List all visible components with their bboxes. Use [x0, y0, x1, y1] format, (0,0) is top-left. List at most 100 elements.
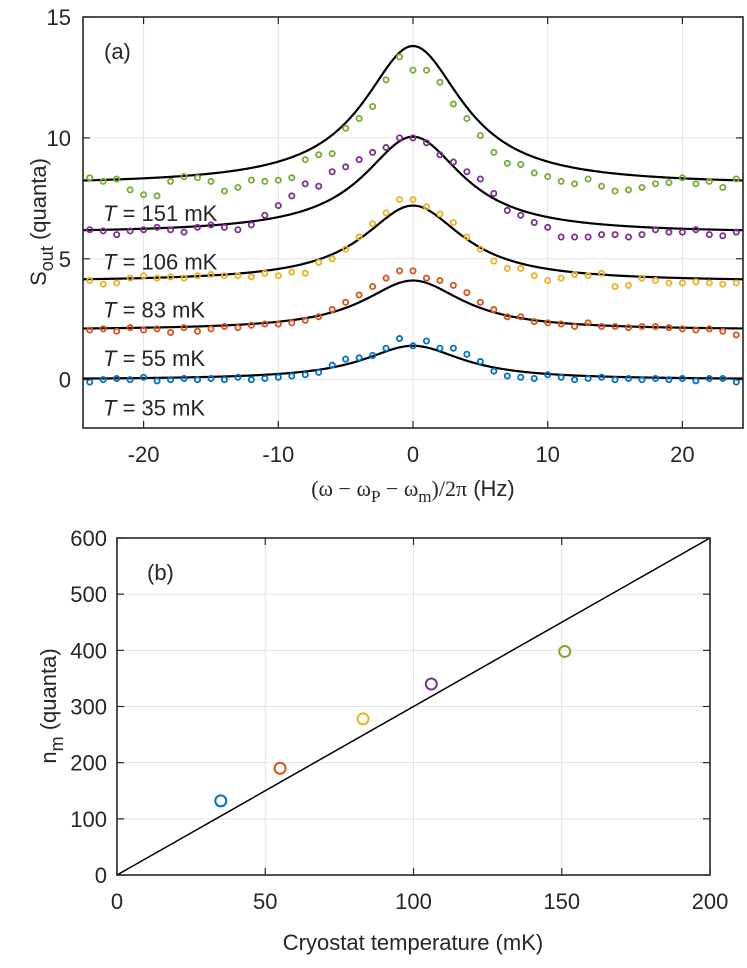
data-point [288, 192, 296, 200]
data-point [476, 245, 484, 253]
data-point [638, 231, 646, 239]
data-point [530, 169, 538, 177]
data-point [436, 78, 444, 86]
panel-a-xlabel-prefix: (ω − ω [311, 476, 371, 501]
data-point [490, 189, 498, 197]
data-point [382, 209, 390, 217]
data-point [409, 342, 417, 350]
data-point [234, 324, 242, 332]
data-point [692, 278, 700, 286]
data-point [436, 344, 444, 352]
data-point [140, 326, 148, 334]
data-point [463, 289, 471, 297]
data-point [355, 115, 363, 123]
data-point [692, 377, 700, 385]
panel-a-ytick-label: 5 [59, 247, 71, 272]
data-point [247, 273, 255, 281]
data-point [153, 274, 161, 282]
data-point [422, 66, 430, 74]
data-point [140, 191, 148, 199]
data-point [598, 322, 606, 330]
data-point [315, 258, 323, 266]
data-point [651, 322, 659, 330]
data-point [719, 232, 727, 240]
data-point [490, 306, 498, 314]
series-label-T: T [103, 201, 118, 226]
fit-curve-2 [82, 204, 744, 281]
data-point [274, 272, 282, 280]
data-point [557, 274, 565, 282]
data-point [113, 327, 121, 335]
data-point [409, 196, 417, 204]
data-point [732, 228, 740, 236]
data-point [396, 134, 404, 142]
data-point [638, 322, 646, 330]
data-point [732, 331, 740, 339]
data-point [274, 176, 282, 184]
data-point [409, 267, 417, 275]
panel-b-ylabel: nm (quanta) [36, 648, 67, 763]
data-point [126, 227, 134, 235]
data-point [651, 180, 659, 188]
panel-b-xtick-label: 50 [253, 889, 277, 914]
panel-b-xlabel: Cryostat temperature (mK) [283, 930, 543, 955]
panel-a-ylabel-main: S [26, 271, 51, 286]
data-point [99, 376, 107, 384]
data-point [571, 180, 579, 188]
data-point [530, 272, 538, 280]
data-point [247, 176, 255, 184]
series-label-value: = 35 mK [116, 396, 205, 421]
panel-a-ylabel: Sout (quanta) [26, 158, 57, 286]
data-point [126, 376, 134, 384]
data-point [396, 335, 404, 343]
panel-b-ylabel-main: n [36, 751, 61, 763]
data-point [517, 313, 525, 321]
data-point [342, 163, 350, 171]
fit-curve-4 [82, 44, 744, 182]
data-point [274, 320, 282, 328]
data-point [113, 231, 121, 239]
data-point [180, 374, 188, 382]
data-point [678, 174, 686, 182]
data-point [220, 187, 228, 195]
data-point [288, 174, 296, 182]
series-label-value: = 55 mK [116, 346, 205, 371]
data-point [167, 177, 175, 185]
series-label-3: T = 106 mK [103, 249, 218, 274]
panel-a-series-labels: T = 35 mKT = 55 mKT = 83 mKT = 106 mKT =… [103, 201, 218, 421]
data-point [584, 175, 592, 183]
data-point [503, 372, 511, 380]
data-point [396, 53, 404, 61]
data-point [544, 173, 552, 181]
data-point [598, 373, 606, 381]
data-point [678, 374, 686, 382]
panel-a-xtick-label: -10 [262, 442, 294, 467]
data-point [665, 376, 673, 384]
data-point [503, 206, 511, 214]
data-point [719, 183, 727, 191]
data-point [220, 272, 228, 280]
data-point [638, 183, 646, 191]
data-point [651, 277, 659, 285]
data-point [463, 350, 471, 358]
panel-b-ytick-label: 200 [70, 751, 107, 776]
data-point [396, 196, 404, 204]
data-point [234, 226, 242, 234]
data-point [611, 376, 619, 384]
data-point [342, 298, 350, 306]
panel-b-ytick-label: 300 [70, 695, 107, 720]
data-point [625, 374, 633, 382]
data-point [193, 376, 201, 384]
panel-b-ylabel-sub: m [47, 736, 67, 751]
fit-curve-3 [82, 135, 744, 232]
data-point [86, 277, 94, 285]
data-point [692, 180, 700, 188]
data-point [355, 156, 363, 164]
temperature-point [214, 794, 228, 808]
data-point [369, 102, 377, 110]
data-point [490, 148, 498, 156]
data-point [301, 156, 309, 164]
data-point [382, 274, 390, 282]
data-point [638, 376, 646, 384]
